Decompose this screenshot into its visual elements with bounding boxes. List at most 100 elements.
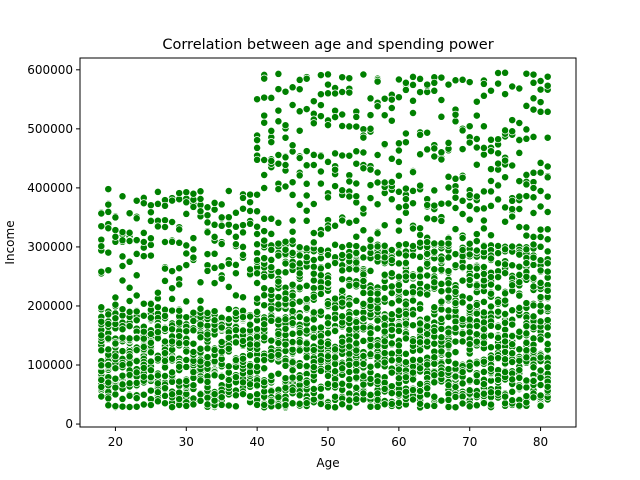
data-point: [331, 240, 340, 249]
data-point: [125, 209, 134, 218]
data-point: [458, 196, 467, 205]
data-point: [253, 325, 262, 334]
data-point: [324, 157, 332, 166]
data-point: [224, 362, 233, 371]
data-point: [487, 343, 495, 352]
data-point: [487, 354, 495, 363]
data-point: [394, 272, 403, 281]
data-point: [217, 393, 226, 402]
data-point: [543, 382, 552, 391]
data-point: [118, 192, 127, 201]
data-point: [472, 272, 481, 280]
data-point: [387, 299, 396, 308]
data-point: [472, 337, 481, 346]
data-point: [416, 289, 425, 298]
data-point: [515, 345, 524, 354]
data-point: [189, 253, 198, 262]
data-point: [394, 341, 403, 350]
data-point: [274, 106, 283, 115]
x-tick-label: 40: [250, 435, 265, 449]
data-point: [387, 256, 396, 265]
data-point: [175, 395, 184, 404]
data-point: [309, 97, 318, 106]
data-point: [274, 300, 283, 309]
data-point: [316, 356, 325, 365]
data-point: [380, 400, 389, 409]
data-point: [536, 353, 545, 362]
data-point: [451, 117, 460, 126]
data-point: [472, 246, 481, 255]
data-point: [288, 236, 297, 245]
data-point: [430, 401, 439, 410]
data-point: [451, 76, 460, 85]
data-point: [359, 299, 368, 308]
data-point: [139, 228, 148, 237]
data-point: [409, 386, 417, 394]
data-point: [472, 300, 481, 309]
data-point: [139, 400, 148, 409]
data-point: [416, 130, 425, 139]
data-point: [536, 233, 545, 241]
data-point: [536, 301, 545, 310]
data-point: [139, 199, 148, 208]
data-point: [515, 250, 524, 259]
data-point: [423, 249, 432, 258]
data-point: [529, 94, 538, 103]
data-point: [189, 339, 198, 348]
data-point: [309, 256, 318, 264]
data-point: [401, 202, 410, 211]
data-point: [479, 325, 488, 334]
data-point: [423, 401, 432, 410]
data-point: [97, 317, 106, 326]
data-point: [508, 161, 517, 170]
y-tick-label: 200000: [27, 299, 73, 313]
data-point: [260, 364, 269, 373]
data-point: [288, 329, 297, 338]
data-point: [536, 278, 545, 287]
data-point: [479, 150, 488, 159]
data-point: [118, 325, 127, 334]
data-point: [543, 323, 552, 332]
data-point: [487, 147, 495, 156]
data-point: [153, 379, 162, 388]
y-tick-label: 600000: [27, 63, 73, 77]
data-point: [168, 337, 177, 346]
data-point: [515, 366, 524, 375]
data-point: [274, 402, 283, 411]
data-point: [111, 226, 120, 235]
data-point: [260, 227, 269, 236]
data-point: [253, 95, 262, 104]
data-point: [536, 293, 545, 302]
data-point: [295, 399, 304, 408]
data-point: [217, 274, 226, 283]
data-point: [231, 260, 240, 269]
data-point: [536, 77, 545, 85]
data-point: [288, 345, 297, 354]
data-point: [182, 362, 191, 371]
data-point: [324, 363, 332, 372]
y-axis-label: Income: [3, 220, 17, 264]
data-point: [373, 178, 382, 187]
data-point: [529, 184, 538, 192]
data-point: [536, 225, 545, 234]
data-point: [501, 296, 510, 305]
data-point: [97, 331, 106, 340]
data-point: [416, 224, 425, 233]
y-tick-label: 500000: [27, 122, 73, 136]
data-point: [543, 316, 552, 325]
data-point: [175, 280, 184, 289]
data-point: [324, 352, 332, 361]
data-point: [522, 346, 531, 355]
data-points: [97, 68, 552, 412]
data-point: [161, 223, 169, 231]
data-point: [536, 381, 545, 389]
data-point: [104, 207, 113, 216]
data-point: [118, 361, 127, 370]
data-point: [316, 264, 325, 273]
data-point: [437, 265, 446, 274]
data-point: [444, 293, 453, 302]
data-point: [224, 282, 233, 291]
data-point: [401, 184, 410, 193]
data-point: [458, 298, 467, 307]
data-point: [324, 89, 332, 98]
